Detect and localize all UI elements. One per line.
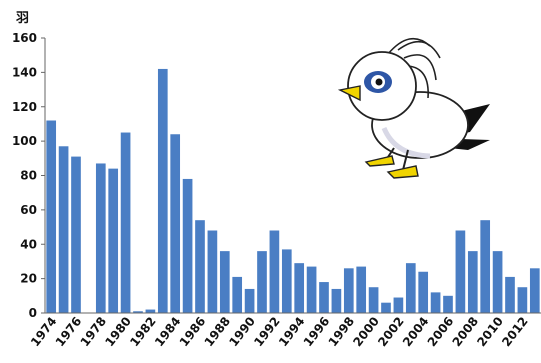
bar-1984 (170, 134, 181, 313)
bar-1991 (257, 251, 267, 314)
x-tick-label: 2002 (375, 314, 407, 349)
y-tick-label: 0 (29, 306, 37, 320)
bar-1993 (281, 249, 292, 313)
bar-1992 (269, 230, 280, 313)
bar-1981 (133, 311, 143, 313)
x-tick-label: 1990 (226, 314, 258, 349)
cartoon-bird-mascot-icon (337, 37, 490, 179)
x-tick-label: 1986 (177, 314, 209, 349)
bar-1990 (244, 288, 255, 313)
y-tick-label: 100 (12, 134, 37, 148)
bar-1998 (343, 268, 354, 313)
bar-2007 (455, 230, 466, 313)
bar-2005 (430, 292, 441, 314)
bar-2004 (418, 271, 429, 313)
bar-1980 (120, 132, 131, 313)
y-tick-label: 120 (12, 100, 37, 114)
bar-1975 (58, 146, 69, 313)
bar-1988 (219, 251, 230, 314)
bar-2000 (368, 287, 379, 313)
bar-2002 (393, 297, 404, 313)
x-tick-label: 2010 (474, 314, 506, 349)
x-tick-label: 2004 (400, 314, 432, 349)
bar-1986 (195, 220, 205, 313)
bar-2012 (517, 287, 528, 313)
bar-2006 (443, 295, 453, 313)
bar-2010 (492, 251, 503, 314)
bar-1979 (108, 168, 119, 314)
y-tick-label: 140 (12, 65, 37, 79)
x-tick-label: 1992 (251, 314, 283, 349)
x-tick-label: 2008 (450, 314, 482, 349)
bar-1978 (95, 163, 106, 313)
x-tick-label: 2000 (350, 314, 382, 349)
bar-1997 (331, 288, 342, 313)
x-tick-label: 1980 (102, 314, 134, 349)
x-axis-tick-labels: 1974197619781980198219841986198819901992… (28, 314, 531, 349)
x-tick-label: 1996 (301, 314, 333, 349)
bar-1995 (306, 266, 317, 313)
bar-1974 (46, 120, 57, 313)
x-tick-label: 1998 (326, 314, 358, 349)
y-axis-ticks: 0 20 40 60 80 100 120 140 160 (12, 31, 45, 320)
x-tick-label: 1976 (53, 314, 85, 349)
x-tick-label: 1978 (78, 314, 110, 349)
bar-2003 (405, 263, 416, 313)
bar-2013 (529, 268, 540, 313)
y-axis-unit-label: 羽 (16, 11, 29, 26)
y-tick-label: 160 (12, 31, 37, 45)
x-tick-label: 2006 (425, 314, 457, 349)
bar-1996 (319, 282, 329, 313)
x-tick-label: 1984 (152, 314, 184, 349)
x-tick-label: 2012 (499, 314, 531, 349)
y-tick-label: 80 (20, 169, 37, 183)
x-tick-label: 1994 (276, 314, 308, 349)
bar-1999 (356, 266, 367, 313)
bar-1976 (71, 156, 81, 313)
bar-1989 (232, 276, 243, 313)
bar-1983 (157, 68, 168, 313)
x-tick-label: 1988 (202, 314, 234, 349)
bar-1994 (294, 263, 305, 313)
y-tick-label: 20 (20, 272, 37, 286)
x-tick-label: 1982 (127, 314, 159, 349)
bars (46, 68, 540, 314)
bar-2001 (381, 302, 391, 313)
bar-2009 (480, 220, 491, 313)
y-tick-label: 40 (20, 237, 37, 251)
bar-2011 (505, 276, 515, 313)
y-tick-label: 60 (20, 203, 37, 217)
bar-2008 (467, 251, 478, 314)
bar-1985 (182, 178, 193, 313)
bar-1987 (207, 230, 218, 313)
bar-1982 (145, 309, 156, 313)
